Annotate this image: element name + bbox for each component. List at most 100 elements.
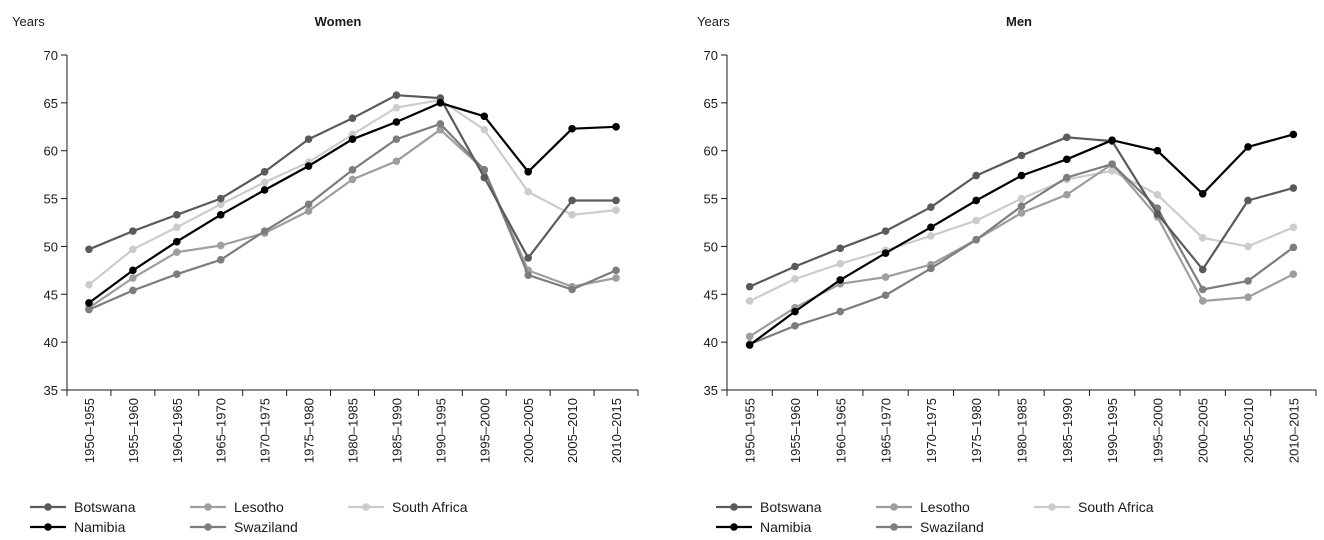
men-legend: Botswana Lesotho South Africa Namibia Swazil…: [716, 499, 1154, 535]
men-lesotho-point: [881, 273, 890, 281]
women-swaziland-point: [216, 256, 225, 264]
men-legend-item-lesotho: Lesotho: [876, 499, 970, 515]
men-botswana-point: [836, 244, 845, 253]
women-x-tick-label: 2010–2015: [609, 398, 624, 463]
women-y-tick-label: 35: [44, 383, 58, 398]
women-y-tick-label: 70: [44, 48, 58, 63]
women-series-namibia: [85, 99, 620, 307]
men-south-africa-point: [1017, 194, 1026, 203]
men-legend-label: South Africa: [1078, 499, 1154, 515]
men-x-tick-label: 1955–1960: [788, 398, 803, 463]
men-south-africa-point: [972, 216, 980, 225]
women-namibia-point: [392, 118, 401, 126]
men-swaziland-point: [836, 307, 845, 316]
women-x-tick-label: 1990–1995: [433, 398, 448, 463]
men-legend-swatch-point: [1048, 503, 1056, 511]
women-y-tick-label: 45: [44, 287, 58, 302]
men-legend-label: Lesotho: [920, 499, 970, 515]
men-botswana-point: [927, 203, 935, 211]
women-south-africa-point: [568, 211, 576, 219]
men-legend-swatch-point: [890, 523, 898, 531]
women-swaziland-point: [173, 270, 181, 278]
women-namibia-point: [436, 99, 445, 107]
men-lesotho-point: [745, 332, 754, 341]
women-south-africa-point: [260, 178, 269, 187]
women-x-tick-label: 1985–1990: [389, 398, 404, 463]
men-swaziland-point: [791, 322, 799, 330]
men-botswana-point: [1198, 265, 1207, 274]
men-swaziland-point: [1108, 160, 1116, 168]
men-x-tick-label: 1950–1955: [743, 398, 758, 463]
men-x-tick-label: 1970–1975: [924, 398, 939, 463]
women-swaziland-point: [392, 135, 401, 144]
women-swaziland-point: [85, 305, 93, 314]
women-legend-swatch-point: [44, 523, 52, 531]
women-namibia-point: [612, 122, 620, 131]
women-south-africa-point: [216, 200, 225, 209]
men-south-africa-point: [1198, 234, 1207, 242]
men-namibia-point: [1017, 171, 1026, 180]
women-botswana-point: [480, 173, 489, 182]
women-legend-item-swaziland: Swaziland: [190, 519, 298, 535]
men-south-africa-point: [836, 259, 845, 268]
men-legend-item-botswana: Botswana: [716, 499, 822, 515]
men-namibia-point: [1153, 146, 1162, 155]
women-y-tick-label: 60: [44, 144, 58, 159]
men-y-tick-label: 60: [704, 144, 718, 159]
men-botswana-point: [791, 262, 799, 271]
men-y-axis-unit: Years: [697, 14, 730, 29]
men-namibia-point: [791, 307, 799, 316]
men-namibia-point: [927, 223, 935, 232]
women-legend-label: Botswana: [74, 499, 136, 515]
men-namibia-point: [1108, 136, 1116, 144]
women-lesotho-point: [304, 207, 313, 215]
men-x-tick-label: 1965–1970: [879, 398, 894, 463]
women-legend-swatch-point: [44, 503, 52, 511]
women-botswana-point: [524, 254, 532, 262]
women-legend-swatch-point: [362, 503, 370, 511]
women-swaziland-line: [88, 122, 617, 311]
women-botswana-point: [173, 211, 181, 219]
women-y-axis-unit: Years: [12, 14, 45, 29]
women-namibia-point: [304, 162, 313, 170]
men-swaziland-point: [1017, 202, 1026, 211]
men-series-lesotho: [745, 160, 1298, 341]
men-swaziland-point: [1063, 173, 1071, 182]
women-lesotho-point: [436, 125, 445, 134]
men-south-africa-point: [1153, 190, 1162, 199]
women-botswana-point: [348, 114, 357, 122]
women-y-tick-label: 55: [44, 192, 58, 207]
women-x-tick-label: 1980–1985: [346, 398, 361, 463]
women-panel: Years Women 35 40 45 50 55 60 65 70 1950–1955 1955–…: [12, 14, 639, 535]
women-legend-label: Lesotho: [234, 499, 284, 515]
men-x-tick-label: 1975–1980: [969, 398, 984, 463]
women-botswana-point: [304, 135, 313, 144]
men-south-africa-point: [1108, 167, 1116, 175]
women-swaziland-point: [348, 166, 357, 174]
men-lesotho-point: [1063, 190, 1071, 199]
men-namibia-point: [836, 276, 845, 284]
women-botswana-point: [129, 227, 137, 235]
men-lesotho-point: [1198, 297, 1207, 305]
men-namibia-point: [1198, 189, 1207, 198]
women-botswana-point: [85, 245, 93, 254]
men-y-tick-label: 45: [704, 287, 718, 302]
women-x-tick-label: 2005–2010: [565, 398, 580, 463]
women-botswana-point: [260, 167, 269, 176]
men-series-botswana: [745, 133, 1298, 291]
men-south-africa-line: [749, 169, 1294, 302]
women-x-tick-label: 1970–1975: [258, 398, 273, 463]
men-legend-item-swaziland: Swaziland: [876, 519, 984, 535]
men-legend-label: Botswana: [760, 499, 822, 515]
women-x-tick-label: 1965–1970: [214, 398, 229, 463]
men-series-namibia: [745, 130, 1298, 349]
men-botswana-point: [1017, 151, 1026, 160]
men-x-tick-label: 2010–2015: [1286, 398, 1301, 463]
women-swaziland-point: [436, 120, 445, 128]
men-x-tick-label: 1960–1965: [833, 398, 848, 463]
men-y-tick-label: 35: [704, 383, 718, 398]
women-namibia-point: [348, 135, 357, 144]
women-lesotho-point: [348, 175, 357, 184]
men-x-tick-label: 1980–1985: [1015, 398, 1030, 463]
women-lesotho-point: [216, 241, 225, 250]
